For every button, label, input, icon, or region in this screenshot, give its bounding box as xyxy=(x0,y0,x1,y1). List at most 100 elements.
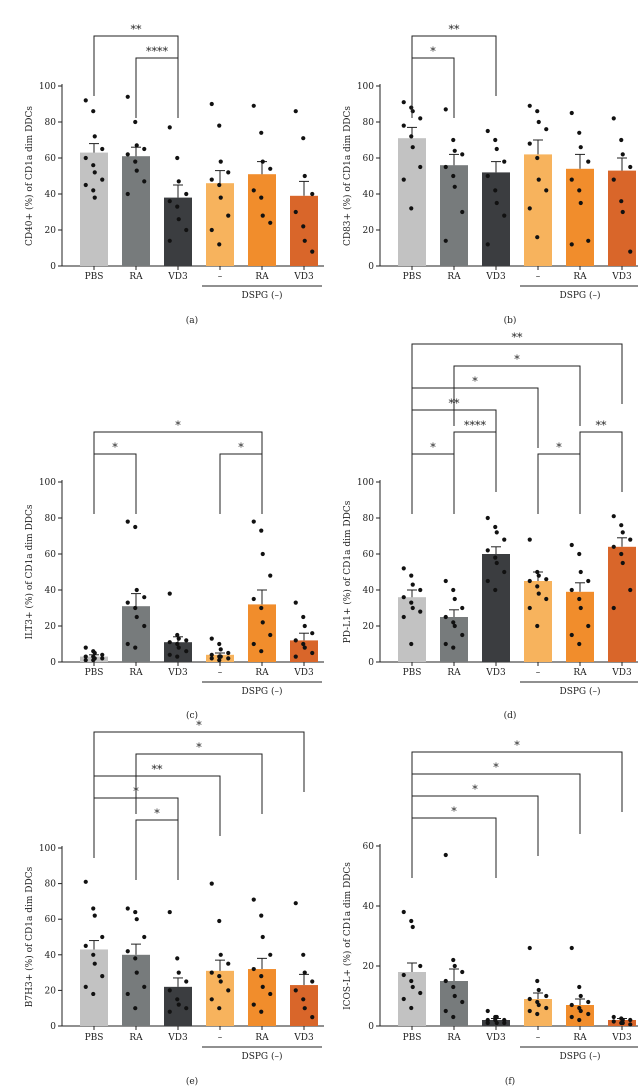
data-point xyxy=(502,213,507,218)
data-point xyxy=(460,605,465,611)
data-point xyxy=(409,1005,414,1011)
data-point xyxy=(578,145,583,150)
data-point xyxy=(536,591,541,596)
y-tick-label: 20 xyxy=(45,226,57,236)
data-point xyxy=(268,991,273,997)
data-point xyxy=(485,1017,490,1023)
data-point xyxy=(527,996,532,1002)
data-point xyxy=(293,654,298,659)
y-tick-label: 40 xyxy=(363,586,375,596)
data-point xyxy=(535,584,540,589)
significance-line xyxy=(537,453,581,514)
data-point xyxy=(527,103,532,108)
data-point xyxy=(544,1005,549,1011)
significance-bracket: * xyxy=(135,807,179,880)
data-point xyxy=(611,1019,616,1024)
data-point xyxy=(293,988,298,993)
y-axis-label: ILT3+ (%) of CD1a dim DDCs xyxy=(24,504,35,639)
data-point xyxy=(527,141,532,146)
data-point xyxy=(125,600,130,605)
data-point xyxy=(133,119,138,125)
data-point xyxy=(451,620,456,625)
data-point xyxy=(451,957,456,963)
y-tick-label: 20 xyxy=(45,986,57,996)
data-point xyxy=(268,220,273,225)
data-point xyxy=(619,199,624,204)
data-point xyxy=(142,179,147,184)
data-point xyxy=(268,632,273,638)
chart-panel: 0 20 40 60 80 100 CD40+ (%) of CD1a dim DDCs PB… xyxy=(24,23,324,326)
data-point xyxy=(494,200,499,206)
data-point xyxy=(209,636,214,641)
significance-label: * xyxy=(430,441,436,454)
data-point xyxy=(142,984,147,989)
x-tick-label: RA xyxy=(255,1033,269,1043)
data-point xyxy=(611,1014,616,1020)
data-point xyxy=(485,1020,490,1026)
data-point xyxy=(443,852,448,858)
data-point xyxy=(611,177,616,182)
data-point xyxy=(134,970,139,975)
data-point xyxy=(226,656,231,661)
bar xyxy=(440,165,468,266)
data-point xyxy=(410,924,415,930)
data-point xyxy=(226,961,231,966)
data-point xyxy=(536,119,541,125)
data-point xyxy=(451,1014,456,1020)
data-point xyxy=(209,101,214,107)
bar xyxy=(164,197,192,266)
y-tick-label: 20 xyxy=(363,226,375,236)
data-point xyxy=(628,587,633,593)
data-point xyxy=(260,159,265,164)
y-tick-label: 60 xyxy=(363,154,375,164)
y-tick-label: 80 xyxy=(45,118,57,128)
data-point xyxy=(176,179,181,184)
data-point xyxy=(268,952,273,957)
significance-label: * xyxy=(472,783,478,796)
y-tick-label: 20 xyxy=(363,622,375,632)
data-point xyxy=(133,1006,138,1011)
data-point xyxy=(527,206,532,211)
y-tick-label: 0 xyxy=(50,262,56,272)
x-tick-label: – xyxy=(536,1033,541,1043)
data-point xyxy=(569,242,574,247)
data-point xyxy=(142,934,147,940)
data-point xyxy=(293,109,298,114)
group-label: DSPG (–) xyxy=(241,686,282,697)
data-point xyxy=(410,145,415,150)
data-point xyxy=(302,623,307,629)
data-point xyxy=(578,993,583,999)
y-tick-label: 100 xyxy=(39,478,56,488)
panel-label: (a) xyxy=(186,315,198,326)
data-point xyxy=(184,638,189,643)
data-point xyxy=(485,1008,490,1014)
data-point xyxy=(218,952,223,957)
data-point xyxy=(418,587,423,593)
data-point xyxy=(251,966,256,972)
data-point xyxy=(443,614,448,620)
data-point xyxy=(586,238,591,243)
data-point xyxy=(184,1006,189,1011)
bar xyxy=(524,154,552,266)
data-point xyxy=(301,952,306,957)
significance-label: * xyxy=(430,45,436,58)
significance-line xyxy=(411,817,497,878)
data-point xyxy=(217,918,222,924)
bar xyxy=(482,554,510,662)
data-point xyxy=(184,649,189,654)
data-point xyxy=(628,537,633,542)
significance-label: * xyxy=(196,741,202,754)
significance-line xyxy=(135,753,263,814)
data-point xyxy=(175,204,180,209)
x-tick-label: RA xyxy=(573,1033,587,1043)
significance-line xyxy=(579,431,623,492)
data-point xyxy=(226,170,231,175)
y-axis-label: ICOS-L+ (%) of CD1a dim DDCs xyxy=(342,862,353,1010)
y-tick-label: 40 xyxy=(45,586,57,596)
data-point xyxy=(527,1008,532,1014)
data-point xyxy=(544,127,549,132)
data-point xyxy=(218,979,223,984)
significance-line xyxy=(135,57,179,118)
data-point xyxy=(92,134,97,139)
significance-line xyxy=(219,453,263,514)
